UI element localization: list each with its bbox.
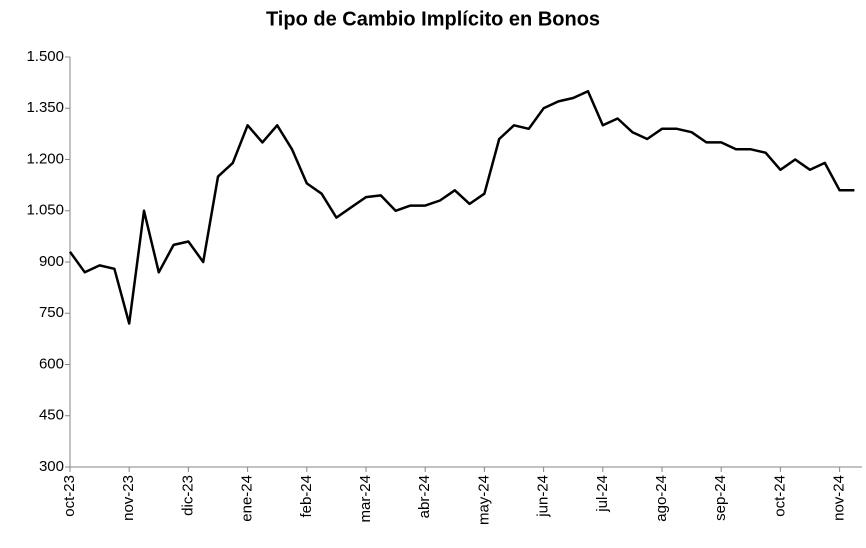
y-tick-label: 600 [39, 355, 64, 372]
y-tick-label: 300 [39, 458, 64, 475]
x-tick-label: jul-24 [594, 475, 611, 513]
x-tick-label: feb-24 [298, 475, 315, 518]
line [68, 89, 855, 325]
x-tick-label: jun-24 [535, 475, 552, 518]
y-tick-label: 1.500 [26, 48, 64, 65]
x-tick-label: dic-23 [179, 475, 196, 516]
x-tick-label: ene-24 [239, 475, 256, 522]
chart-title: Tipo de Cambio Implícito en Bonos [266, 8, 600, 30]
x-tick-label: oct-23 [61, 475, 78, 517]
y-tick-label: 1.200 [26, 150, 64, 167]
y-tick-label: 750 [39, 304, 64, 321]
x-tick-label: sep-24 [712, 475, 729, 521]
x-tick-label: nov-23 [120, 475, 137, 521]
x-tick-label: nov-24 [831, 475, 848, 521]
x-tick-label: oct-24 [771, 475, 788, 517]
x-tick-label: ago-24 [653, 475, 670, 522]
x-tick-label: mar-24 [357, 475, 374, 523]
x-tick-label: may-24 [475, 475, 492, 525]
y-tick-label: 1.350 [26, 99, 64, 116]
x-tick-label: abr-24 [416, 475, 433, 518]
y-tick-label: 450 [39, 407, 64, 424]
y-tick-label: 1.050 [26, 202, 64, 219]
y-tick-label: 900 [39, 253, 64, 270]
